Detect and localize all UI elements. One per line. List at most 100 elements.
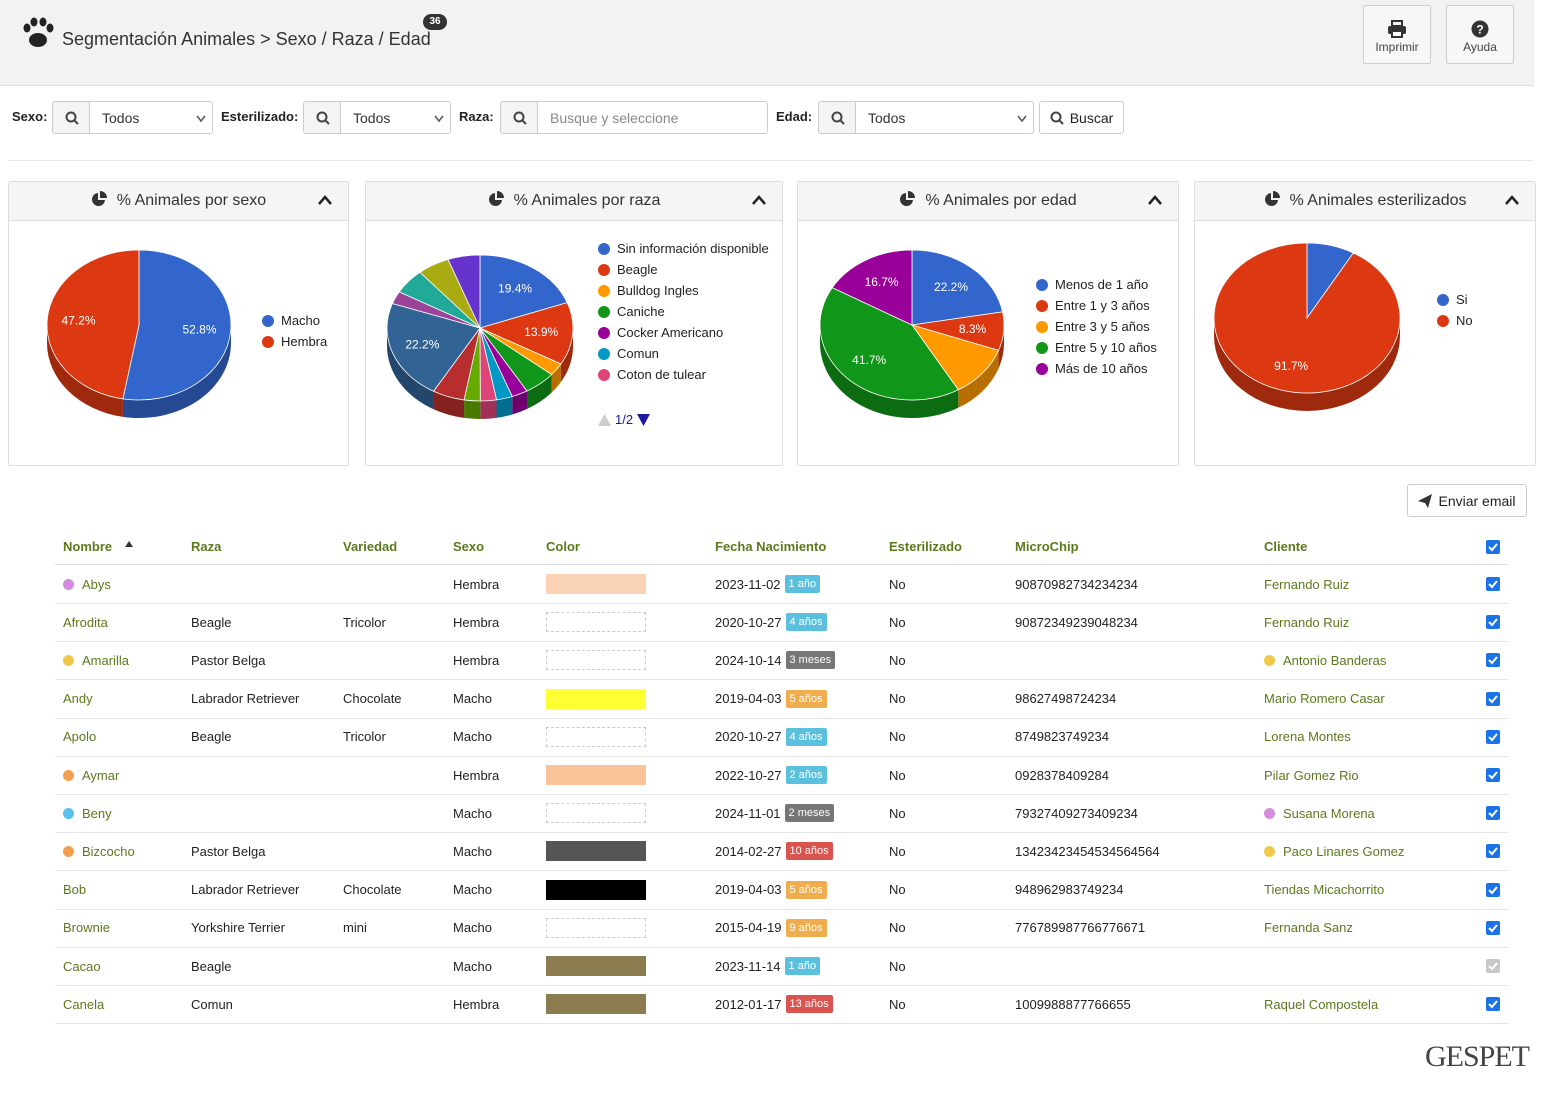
- filter-input[interactable]: Busque y seleccione: [538, 101, 768, 134]
- collapse-icon[interactable]: [752, 195, 766, 205]
- panel-header: % Animales por edad: [798, 182, 1178, 221]
- row-checkbox[interactable]: [1486, 768, 1500, 782]
- birth-date: 2024-10-14: [715, 652, 782, 668]
- birth-date: 2020-10-27: [715, 729, 782, 745]
- age-badge: 1 año: [784, 575, 821, 593]
- column-header[interactable]: Cliente: [1264, 539, 1308, 554]
- filter-select[interactable]: Todos: [341, 101, 451, 134]
- pager-prev-arrow: [598, 413, 611, 426]
- animal-name[interactable]: Cacao: [63, 958, 101, 974]
- animal-name[interactable]: Abys: [82, 576, 111, 592]
- row-checkbox[interactable]: [1486, 844, 1500, 859]
- client-cell: Mario Romero Casar: [1264, 680, 1385, 718]
- animal-name[interactable]: Apolo: [63, 729, 97, 745]
- client-name[interactable]: Susana Morena: [1283, 805, 1375, 821]
- panel-header: % Animales por sexo: [9, 182, 348, 221]
- client-name[interactable]: Paco Linares Gomez: [1283, 843, 1405, 859]
- search-handle: [1058, 119, 1064, 125]
- client-name[interactable]: Fernando Ruiz: [1264, 614, 1350, 630]
- row-checkbox[interactable]: [1486, 997, 1500, 1012]
- legend-item: Entre 5 y 10 años: [1036, 337, 1157, 358]
- client-name[interactable]: Tiendas Micachorrito: [1264, 882, 1385, 898]
- age-badge: 2 meses: [784, 804, 835, 823]
- check-mark: [1488, 1000, 1498, 1009]
- column-header[interactable]: Variedad: [343, 539, 398, 554]
- animal-name[interactable]: Brownie: [63, 920, 110, 936]
- client-name[interactable]: Lorena Montes: [1264, 729, 1351, 745]
- sexo-text: Macho: [453, 691, 493, 707]
- animal-name[interactable]: Bob: [63, 882, 87, 898]
- column-header[interactable]: MicroChip: [1015, 539, 1079, 554]
- row-checkbox[interactable]: [1486, 882, 1500, 897]
- checkbox-cell: [1486, 794, 1500, 832]
- client-name[interactable]: Raquel Compostela: [1264, 996, 1379, 1012]
- sexo-cell: Macho: [453, 871, 492, 909]
- row-checkbox[interactable]: [1486, 806, 1500, 821]
- client-name[interactable]: Mario Romero Casar: [1264, 691, 1385, 707]
- animal-name[interactable]: Bizcocho: [82, 843, 135, 859]
- pie-icon-shape: [488, 193, 502, 206]
- animal-name[interactable]: Canela: [63, 996, 105, 1012]
- sexo-cell: Hembra: [453, 985, 499, 1023]
- microchip-text: 776789987766776671: [1015, 920, 1146, 936]
- client-cell: Pilar Gomez Rio: [1264, 756, 1359, 794]
- pager-text: 1/2: [615, 412, 634, 427]
- legend-label: Entre 1 y 3 años: [1055, 298, 1150, 313]
- color-cell: [546, 985, 646, 1023]
- check-stroke: [1488, 733, 1498, 742]
- print-button[interactable]: Imprimir: [1363, 5, 1431, 64]
- legend-item: Menos de 1 año: [1036, 274, 1157, 295]
- client-name[interactable]: Antonio Banderas: [1283, 652, 1387, 668]
- birth-date: 2022-10-27: [715, 767, 782, 783]
- checkbox-cell: [1486, 756, 1500, 794]
- filter-select[interactable]: Todos: [856, 101, 1034, 134]
- client-name[interactable]: Fernando Ruiz: [1264, 576, 1350, 592]
- microchip-text: 0928378409284: [1015, 767, 1109, 783]
- table-row: Andy Labrador Retriever Chocolate Macho No 98…: [55, 680, 1508, 719]
- row-checkbox[interactable]: [1486, 729, 1500, 744]
- send-icon: [1418, 493, 1433, 508]
- pie-icon: [91, 191, 107, 206]
- search-icon: [316, 111, 330, 125]
- pager-next[interactable]: [637, 413, 651, 426]
- row-checkbox[interactable]: [1486, 920, 1500, 935]
- check-stroke: [1488, 771, 1498, 780]
- name-cell: Apolo: [63, 718, 96, 756]
- column-header[interactable]: Sexo: [453, 539, 485, 554]
- pie-icon-wedge: [496, 191, 504, 198]
- email-button[interactable]: Enviar email: [1407, 484, 1527, 517]
- column-header[interactable]: Raza: [191, 539, 222, 554]
- legend-swatch: [1036, 278, 1048, 291]
- row-checkbox[interactable]: [1486, 653, 1500, 668]
- animal-name[interactable]: Aymar: [82, 767, 120, 783]
- column-header[interactable]: Esterilizado: [889, 539, 962, 554]
- row-checkbox[interactable]: [1486, 540, 1500, 554]
- collapse-icon[interactable]: [1148, 195, 1162, 205]
- variedad-cell: Chocolate: [343, 680, 402, 718]
- column-header[interactable]: Fecha Nacimiento: [715, 539, 827, 554]
- age-badge: 13 años: [785, 995, 833, 1014]
- animal-name[interactable]: Afrodita: [63, 614, 108, 630]
- help-button[interactable]: ? Ayuda: [1446, 5, 1514, 64]
- animal-name[interactable]: Beny: [82, 805, 112, 821]
- esterilizado-cell: No: [889, 756, 906, 794]
- row-checkbox[interactable]: [1486, 577, 1500, 591]
- filter-select[interactable]: Todos: [90, 101, 213, 134]
- raza-text: Pastor Belga: [191, 652, 266, 668]
- client-cell: Tiendas Micachorrito: [1264, 871, 1384, 909]
- client-name[interactable]: Fernanda Sanz: [1264, 920, 1353, 936]
- collapse-icon[interactable]: [318, 195, 332, 205]
- table-row: Canela Comun Hembra No 1009988877766655 2012-…: [55, 985, 1508, 1025]
- animal-name[interactable]: Amarilla: [82, 652, 129, 668]
- column-header[interactable]: Nombre: [63, 539, 133, 554]
- check-stroke: [1488, 885, 1498, 895]
- name-cell: Abys: [63, 565, 111, 603]
- collapse-icon[interactable]: [1505, 195, 1519, 205]
- top-bar: Segmentación Animales > Sexo / Raza / Ed…: [0, 0, 1534, 86]
- column-header[interactable]: Color: [546, 539, 580, 554]
- row-checkbox[interactable]: [1486, 615, 1500, 630]
- client-name[interactable]: Pilar Gomez Rio: [1264, 767, 1359, 783]
- animal-name[interactable]: Andy: [63, 691, 93, 707]
- search-button[interactable]: Buscar: [1039, 101, 1124, 134]
- row-checkbox[interactable]: [1486, 691, 1500, 706]
